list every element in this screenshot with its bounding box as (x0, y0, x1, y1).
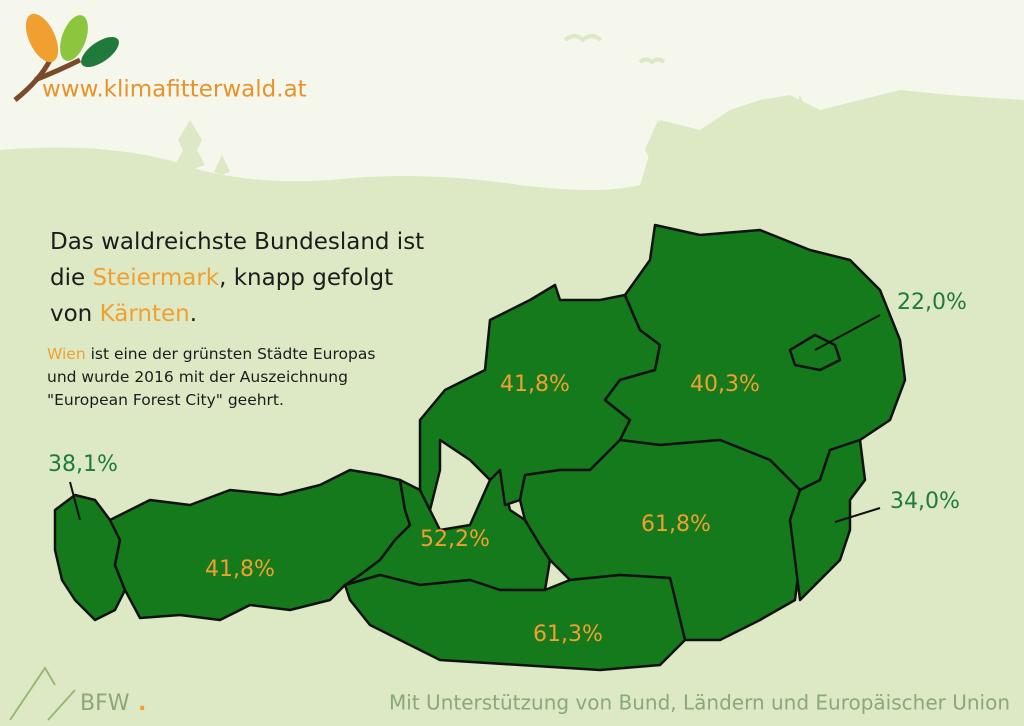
headline-segment: die (50, 265, 92, 291)
kaernten (343, 573, 687, 672)
region-label: 22,0% (897, 290, 967, 315)
leader-lines (69, 314, 881, 523)
bfw-logo-text: BFW (80, 691, 130, 716)
headline-segment: Das waldreichste Bundesland ist (50, 229, 424, 255)
bfw-logo-dot: . (138, 691, 146, 716)
region-labels: 38,1% 41,8% 52,2% 41,8% 40,3% 22,0% 34,0% 61,8%… (48, 290, 967, 647)
headline: Das waldreichste Bundesland ist die Steie… (50, 229, 424, 327)
note-line: und wurde 2016 mit der Auszeichnung (47, 368, 348, 386)
note-segment: ist eine der grünsten Städte Europas (86, 345, 376, 363)
note-line: Wien ist eine der grünsten Städte Europa… (47, 345, 375, 363)
note-line: "European Forest City" geehrt. (47, 391, 284, 409)
note-segment: und wurde 2016 mit der Auszeichnung (47, 368, 348, 386)
headline-segment: , knapp gefolgt (219, 265, 393, 291)
note: Wien ist eine der grünsten Städte Europa… (47, 345, 375, 409)
burgenland (788, 438, 867, 602)
headline-line: von Kärnten. (50, 301, 197, 327)
headline-segment: Kärnten (100, 301, 190, 327)
headline-segment: . (190, 301, 197, 327)
region-label: 61,3% (533, 622, 603, 647)
headline-segment: Steiermark (92, 265, 219, 291)
birds (563, 34, 666, 65)
region-label: 52,2% (420, 527, 490, 552)
logo (13, 13, 119, 102)
region-label: 34,0% (890, 489, 960, 514)
bfw-logo (9, 666, 76, 721)
note-segment: Wien (47, 345, 86, 363)
headline-segment: von (50, 301, 100, 327)
region-label: 41,8% (500, 372, 570, 397)
footer-text: Mit Unterstützung von Bund, Ländern und … (389, 691, 1010, 715)
region-label: 38,1% (48, 452, 118, 477)
headline-line: Das waldreichste Bundesland ist (50, 229, 424, 255)
region-label: 41,8% (205, 557, 275, 582)
headline-line: die Steiermark, knapp gefolgt (50, 265, 393, 291)
region-label: 61,8% (641, 512, 711, 537)
trees (175, 95, 945, 190)
url: www.klimafitterwald.at (42, 77, 307, 103)
austria-map (53, 223, 907, 672)
region-label: 40,3% (690, 372, 760, 397)
note-segment: "European Forest City" geehrt. (47, 391, 284, 409)
